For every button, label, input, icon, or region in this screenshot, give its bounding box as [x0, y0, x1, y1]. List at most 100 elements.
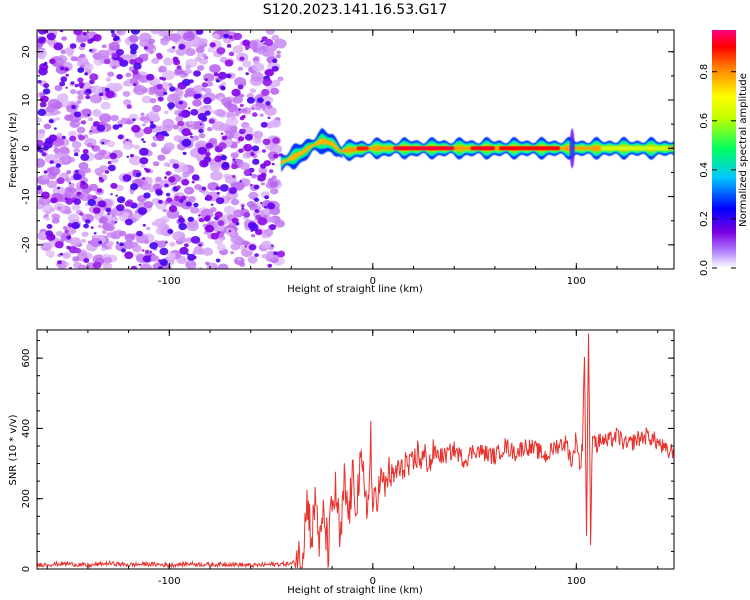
- noise-blob: [260, 163, 267, 169]
- noise-blob: [49, 58, 56, 65]
- noise-blob: [112, 124, 120, 130]
- noise-blob: [160, 38, 169, 46]
- x-tick-label: -100: [158, 576, 181, 587]
- noise-blob: [206, 106, 212, 111]
- noise-blob: [251, 145, 260, 152]
- noise-blob: [198, 133, 206, 139]
- noise-blob: [169, 33, 181, 42]
- noise-blob: [254, 253, 259, 257]
- noise-blob: [251, 107, 255, 110]
- noise-blob: [236, 140, 241, 144]
- noise-blob: [178, 217, 185, 223]
- noise-blob: [76, 126, 86, 134]
- noise-blob: [214, 155, 222, 163]
- noise-blob: [78, 82, 85, 88]
- noise-blob: [43, 83, 50, 89]
- noise-blob: [91, 145, 95, 149]
- noise-blob: [172, 124, 180, 130]
- noise-blob: [157, 125, 167, 132]
- noise-blob: [246, 97, 255, 104]
- noise-blob: [154, 218, 167, 228]
- noise-blob: [177, 120, 185, 127]
- noise-blob: [250, 233, 256, 238]
- noise-blob: [37, 37, 46, 44]
- noise-blob: [181, 138, 192, 147]
- noise-blob: [253, 184, 260, 190]
- figure-title: S120.2023.141.16.53.G17: [263, 2, 448, 18]
- noise-blob: [244, 245, 247, 248]
- noise-blob: [149, 123, 156, 129]
- noise-blob: [261, 233, 268, 239]
- noise-blob: [228, 51, 235, 57]
- noise-blob: [173, 135, 183, 142]
- noise-blob: [194, 184, 202, 190]
- noise-blob: [182, 171, 190, 178]
- y-tick-label: 20: [21, 45, 32, 58]
- noise-blob: [46, 32, 56, 41]
- noise-blob: [206, 127, 213, 132]
- noise-blob: [149, 120, 154, 125]
- noise-blob: [265, 250, 276, 259]
- noise-blob: [193, 202, 199, 208]
- noise-blob: [237, 84, 244, 90]
- noise-blob: [158, 199, 163, 204]
- noise-blob: [130, 265, 138, 269]
- noise-blob: [250, 151, 254, 155]
- noise-blob: [252, 112, 258, 117]
- noise-blob: [147, 180, 153, 185]
- noise-blob: [50, 197, 58, 204]
- noise-blob: [241, 128, 246, 133]
- noise-blob: [86, 142, 93, 148]
- noise-blob: [155, 176, 162, 182]
- noise-blob: [101, 230, 107, 234]
- noise-blob: [188, 120, 195, 126]
- noise-blob: [272, 58, 278, 63]
- noise-blob: [84, 72, 89, 76]
- noise-blob: [158, 30, 167, 37]
- colorbar-gradient: [712, 30, 736, 268]
- noise-blob: [107, 246, 112, 250]
- noise-blob: [215, 186, 221, 191]
- noise-blob: [242, 60, 252, 68]
- noise-blob: [252, 158, 260, 165]
- y-tick-label: 10: [21, 94, 32, 107]
- noise-blob: [163, 91, 168, 96]
- noise-blob: [117, 134, 124, 140]
- noise-blob: [208, 118, 215, 124]
- noise-blob: [216, 243, 226, 251]
- noise-blob: [90, 226, 94, 229]
- noise-blob: [237, 66, 244, 71]
- noise-blob: [188, 107, 191, 110]
- noise-blob: [129, 77, 139, 85]
- noise-blob: [80, 180, 86, 185]
- noise-blob: [199, 159, 209, 168]
- noise-blob: [166, 197, 173, 203]
- spectrogram-ylabel: Frequency (Hz): [8, 112, 19, 188]
- noise-blob: [238, 108, 241, 111]
- noise-blob: [101, 44, 107, 49]
- noise-blob: [276, 250, 286, 258]
- noise-blob: [203, 97, 212, 105]
- x-tick-label: 100: [567, 576, 586, 587]
- colorbar-ticks: 0.0 0.2 0.4 0.6 0.8: [699, 64, 736, 276]
- x-tick-label: -100: [158, 276, 181, 287]
- noise-blob: [241, 114, 246, 119]
- noise-blob: [100, 101, 111, 110]
- noise-blob: [59, 81, 66, 87]
- noise-blob: [69, 266, 72, 269]
- noise-blob: [78, 57, 89, 65]
- y-tick-label: -20: [21, 237, 32, 253]
- noise-blob: [168, 205, 178, 213]
- noise-blob: [187, 197, 195, 204]
- noise-blob: [168, 176, 176, 183]
- noise-blob: [221, 161, 230, 169]
- noise-blob: [139, 147, 149, 156]
- noise-blob: [173, 59, 181, 66]
- noise-blob: [195, 46, 205, 54]
- noise-blob: [44, 216, 51, 221]
- noise-blob: [269, 169, 274, 174]
- noise-blob: [267, 202, 276, 210]
- noise-blob: [83, 223, 89, 229]
